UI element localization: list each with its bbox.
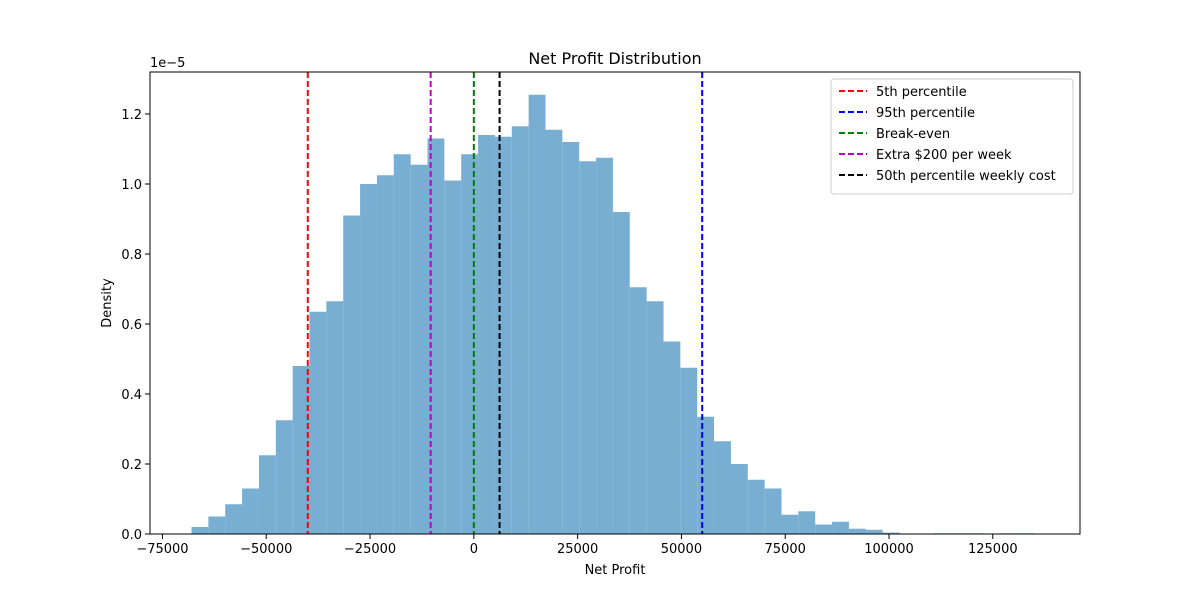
histogram-bar [242, 488, 259, 534]
histogram-bar [461, 154, 479, 534]
histogram-bar [848, 528, 866, 534]
histogram-bar [528, 94, 546, 534]
histogram-bar [629, 287, 647, 534]
x-tick-label: 0 [470, 542, 478, 557]
histogram-bar [191, 527, 209, 534]
y-axis-label: Density [100, 278, 115, 328]
y-tick-label: 0.2 [121, 458, 142, 473]
histogram-bar [376, 175, 394, 534]
x-tick-label: 125000 [968, 542, 1018, 557]
legend-box [830, 78, 1074, 195]
histogram-bar [309, 311, 327, 534]
x-tick-label: −50000 [240, 542, 292, 557]
x-tick-label: 100000 [864, 542, 914, 557]
histogram-bar [764, 488, 782, 534]
legend-entry: 5th percentile [876, 85, 967, 100]
histogram-bar [562, 142, 580, 534]
histogram-bar [612, 212, 630, 534]
histogram-bar [714, 441, 731, 534]
histogram-bar [478, 135, 495, 534]
histogram-bar [343, 215, 361, 534]
histogram-bar [444, 180, 462, 534]
axes-frame [149, 71, 1081, 535]
x-tick-label: −75000 [136, 542, 188, 557]
histogram-bar [326, 301, 344, 534]
histogram-bar [781, 514, 799, 534]
histogram-bar [275, 420, 293, 534]
histogram-bar [208, 516, 226, 534]
chart-title: Net Profit Distribution [528, 49, 701, 68]
histogram-bar [545, 129, 563, 534]
histogram-bar [697, 416, 715, 534]
x-tick-label: 50000 [661, 542, 702, 557]
histogram-bar [882, 532, 900, 534]
x-axis-ticks: −75000 −50000 −25000 0 25000 50000 75000 100000… [136, 534, 1018, 557]
y-scale-factor-label: 1e−5 [150, 56, 185, 71]
histogram-bar [427, 138, 445, 534]
histogram-bar [494, 136, 512, 534]
legend: 5th percentile 95th percentile Break-even E… [830, 78, 1074, 195]
y-axis-ticks: 0.0 0.2 0.4 0.6 0.8 1.0 1.2 [121, 108, 150, 543]
x-tick-label: 25000 [557, 542, 598, 557]
histogram-bar [832, 521, 849, 534]
legend-entry: 95th percentile [876, 106, 975, 121]
y-tick-label: 1.2 [121, 108, 142, 123]
histogram-bar [596, 157, 613, 534]
histogram-bar [511, 126, 529, 534]
histogram-bar [663, 341, 681, 534]
histogram-bar [360, 184, 377, 534]
y-tick-label: 0.6 [121, 318, 142, 333]
histogram-bar [865, 529, 883, 534]
histogram-bar [292, 366, 310, 534]
histogram-bar [815, 524, 833, 534]
x-axis-label: Net Profit [585, 563, 646, 578]
y-tick-label: 0.8 [121, 248, 142, 263]
histogram-bar [393, 154, 411, 534]
legend-entry: Extra $200 per week [876, 148, 1012, 163]
histogram-bar [798, 511, 816, 534]
y-tick-label: 1.0 [121, 178, 142, 193]
histogram-bar [646, 301, 664, 534]
histogram-bar [680, 367, 698, 534]
histogram-bar [730, 464, 748, 534]
legend-entry: 50th percentile weekly cost [876, 169, 1056, 184]
histogram-bar [579, 161, 597, 534]
histogram-bar [258, 455, 276, 534]
histogram-bar [225, 504, 243, 534]
histogram-bars [191, 94, 1035, 534]
legend-entry: Break-even [876, 127, 950, 142]
y-tick-label: 0.0 [121, 528, 142, 543]
x-tick-label: −25000 [344, 542, 396, 557]
y-tick-label: 0.4 [121, 388, 142, 403]
histogram-bar [747, 479, 765, 534]
histogram-bar [410, 164, 428, 534]
x-tick-label: 75000 [765, 542, 806, 557]
reference-lines [306, 72, 704, 534]
